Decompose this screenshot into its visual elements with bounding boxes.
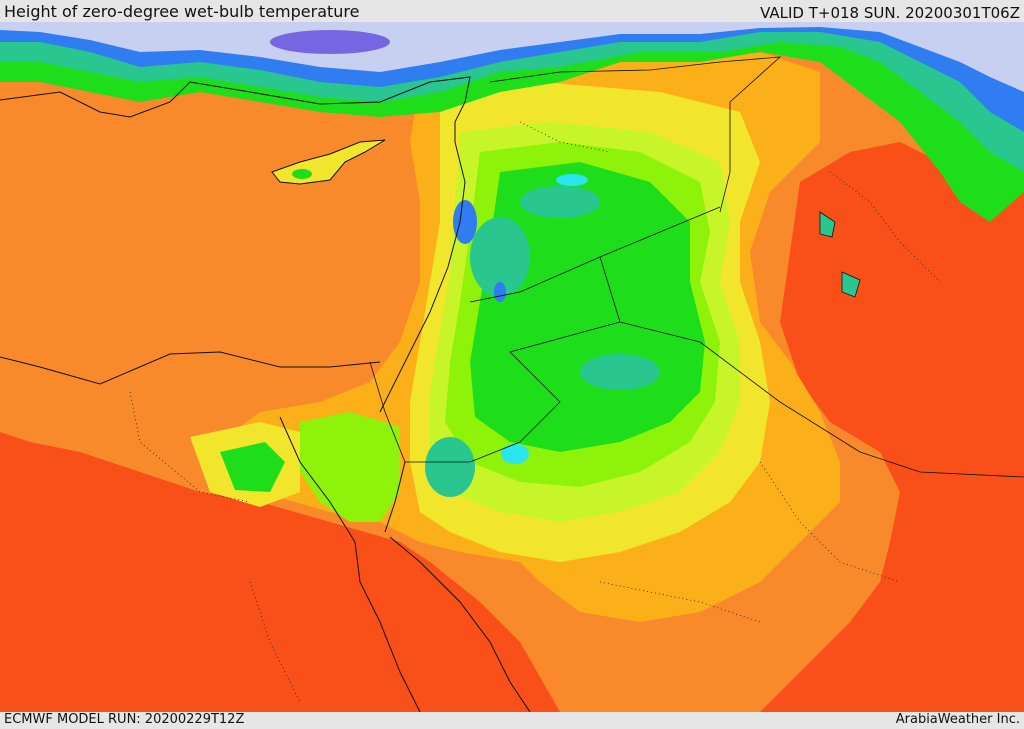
model-run-label: ECMWF MODEL RUN: 20200229T12Z xyxy=(4,712,245,727)
lake-iraq-2 xyxy=(841,271,861,298)
field-teal-1 xyxy=(520,186,600,218)
border-syria-jordan xyxy=(469,206,721,303)
field-cyan-1 xyxy=(501,444,529,464)
borders xyxy=(369,56,1024,478)
border-syria-iraq xyxy=(489,56,782,213)
map-canvas xyxy=(0,22,1024,712)
lake-iraq-1 xyxy=(819,211,836,238)
credit-label: ArabiaWeather Inc. xyxy=(895,712,1020,727)
footer-bar: ECMWF MODEL RUN: 20200229T12Z ArabiaWeat… xyxy=(0,712,1024,729)
border-iraq-saudi xyxy=(619,321,1024,478)
coast-redsea-east xyxy=(389,536,531,712)
valid-time-label: VALID T+018 SUN. 20200301T06Z xyxy=(760,4,1020,22)
field-cyan-2 xyxy=(556,174,588,186)
coast-egypt xyxy=(0,351,381,385)
coastlines xyxy=(0,76,531,712)
field-north-lavender xyxy=(0,22,1024,92)
coast-gulf-suez xyxy=(279,416,421,712)
cyprus-green xyxy=(292,169,312,179)
coast-levant xyxy=(379,141,466,413)
field-teal-2 xyxy=(580,354,660,390)
coast-gulf-aqaba xyxy=(384,461,406,533)
field-blue-2 xyxy=(494,282,506,302)
field-teal-3 xyxy=(470,217,530,297)
coast-turkey xyxy=(0,76,471,142)
field-egypt-green xyxy=(220,442,285,492)
admin-boundaries xyxy=(129,121,941,703)
field-teal-4 xyxy=(425,437,475,497)
border-egypt-israel xyxy=(369,361,406,463)
header-bar: Height of zero-degree wet-bulb temperatu… xyxy=(0,0,1024,22)
map-title: Height of zero-degree wet-bulb temperatu… xyxy=(4,2,360,21)
forecast-map xyxy=(0,22,1024,712)
field-north-violet xyxy=(270,30,390,54)
field-blue-1 xyxy=(453,200,477,244)
